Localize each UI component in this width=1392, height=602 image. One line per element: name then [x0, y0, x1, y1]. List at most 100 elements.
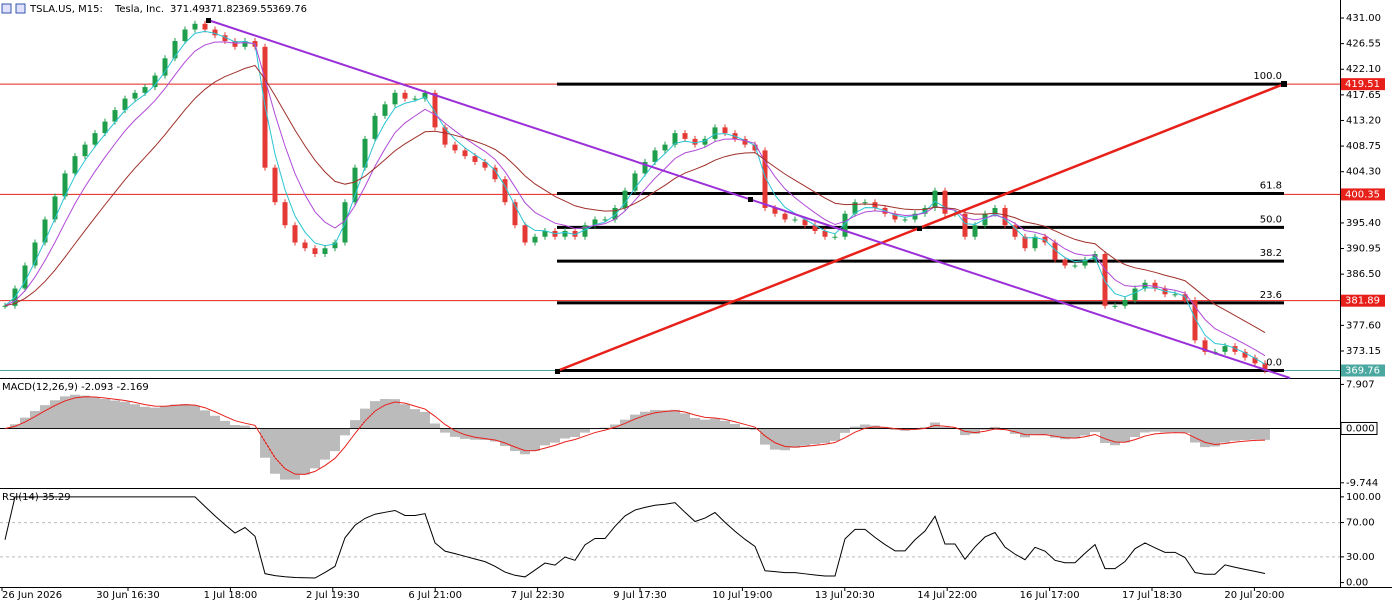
- candle: [1102, 254, 1108, 306]
- icon: [15, 3, 26, 14]
- candle: [912, 213, 918, 220]
- y-tick-label: 100.00: [1346, 492, 1381, 503]
- price-label: 419.51: [1345, 79, 1380, 90]
- candle: [332, 242, 338, 249]
- candle: [462, 150, 468, 157]
- ohlc: 371.49: [170, 4, 205, 15]
- moving-average: [4, 64, 1266, 334]
- candle: [902, 219, 908, 221]
- candle: [372, 115, 378, 139]
- candle: [292, 225, 298, 243]
- candle: [742, 138, 748, 145]
- fib-label: 50.0: [1260, 214, 1282, 225]
- candle: [812, 225, 818, 231]
- ohlc: 369.76: [272, 4, 307, 15]
- price-label-box: [1341, 78, 1385, 91]
- price-label-box: [1341, 188, 1385, 201]
- candle: [1032, 236, 1038, 249]
- candle: [1192, 300, 1198, 341]
- anchor: [917, 226, 922, 231]
- candle: [642, 161, 648, 174]
- candle: [302, 242, 308, 249]
- label-box: [1340, 421, 1378, 435]
- candle: [712, 127, 718, 139]
- candle: [752, 144, 758, 151]
- candle: [722, 127, 728, 134]
- candle: [312, 248, 318, 255]
- candle: [32, 242, 38, 266]
- candle: [1052, 242, 1058, 260]
- candle: [502, 179, 508, 203]
- icon: [1, 3, 12, 14]
- candle: [242, 41, 248, 47]
- candle: [832, 236, 838, 238]
- y-tick-label: 377.60: [1346, 320, 1381, 331]
- candle: [42, 219, 48, 243]
- x-tick-label: 10 Jul 19:00: [712, 590, 772, 601]
- candle: [222, 35, 228, 42]
- candle: [1222, 346, 1228, 352]
- candle: [562, 230, 568, 237]
- candle: [962, 213, 968, 237]
- candle: [1002, 207, 1008, 226]
- macd-title: MACD(12,26,9) -2.093 -2.169: [2, 382, 149, 393]
- candle: [872, 202, 878, 208]
- candle: [682, 133, 688, 139]
- candle: [322, 248, 328, 255]
- candle: [702, 138, 708, 145]
- candle: [102, 121, 108, 134]
- y-tick-label: 395.40: [1346, 218, 1381, 229]
- candle: [1062, 259, 1068, 266]
- candle: [942, 190, 948, 214]
- candle: [452, 144, 458, 151]
- candle: [112, 110, 118, 122]
- candle: [822, 230, 828, 237]
- y-tick-label: 408.75: [1346, 141, 1381, 152]
- x-tick-label: 14 Jul 22:00: [917, 590, 977, 601]
- candle: [2, 305, 8, 307]
- candle: [932, 190, 938, 208]
- candle: [352, 167, 358, 203]
- fib-label: 61.8: [1260, 181, 1282, 192]
- symbol: TSLA.US, M15:: [29, 4, 103, 15]
- candle: [402, 92, 408, 99]
- candle: [592, 219, 598, 226]
- price-label: 400.35: [1345, 189, 1380, 200]
- y-tick-label: 0.00: [1346, 578, 1368, 589]
- candle: [72, 156, 78, 174]
- x-tick-label: 7 Jul 22:30: [511, 590, 565, 601]
- y-tick-label: 404.30: [1346, 167, 1381, 178]
- y-tick-label: 386.50: [1346, 269, 1381, 280]
- candle: [542, 230, 548, 237]
- ohlc: 369.55: [238, 4, 273, 15]
- candle: [522, 225, 528, 243]
- candle: [22, 265, 28, 289]
- candle: [472, 156, 478, 162]
- candle: [82, 144, 88, 157]
- candle: [52, 196, 58, 220]
- candle: [92, 133, 98, 145]
- candle: [862, 202, 868, 204]
- candle: [572, 230, 578, 237]
- candle: [152, 75, 158, 88]
- candle: [392, 92, 398, 105]
- y-tick-label: 30.00: [1346, 552, 1375, 563]
- candle: [1022, 236, 1028, 249]
- fib-label: 38.2: [1260, 248, 1282, 259]
- candle: [922, 207, 928, 214]
- price-label: 381.89: [1345, 296, 1380, 307]
- price-label-box: [1341, 294, 1385, 307]
- candle: [1072, 265, 1078, 267]
- x-tick-label: 20 Jul 20:00: [1224, 590, 1284, 601]
- candle: [422, 92, 428, 99]
- candle: [772, 207, 778, 214]
- x-tick-label: 6 Jul 21:00: [408, 590, 462, 601]
- candle: [1252, 357, 1258, 364]
- candle: [172, 41, 178, 59]
- candle: [602, 219, 608, 221]
- candle: [1082, 259, 1088, 266]
- candle: [1152, 282, 1158, 289]
- y-tick-label: -9.744: [1346, 478, 1378, 489]
